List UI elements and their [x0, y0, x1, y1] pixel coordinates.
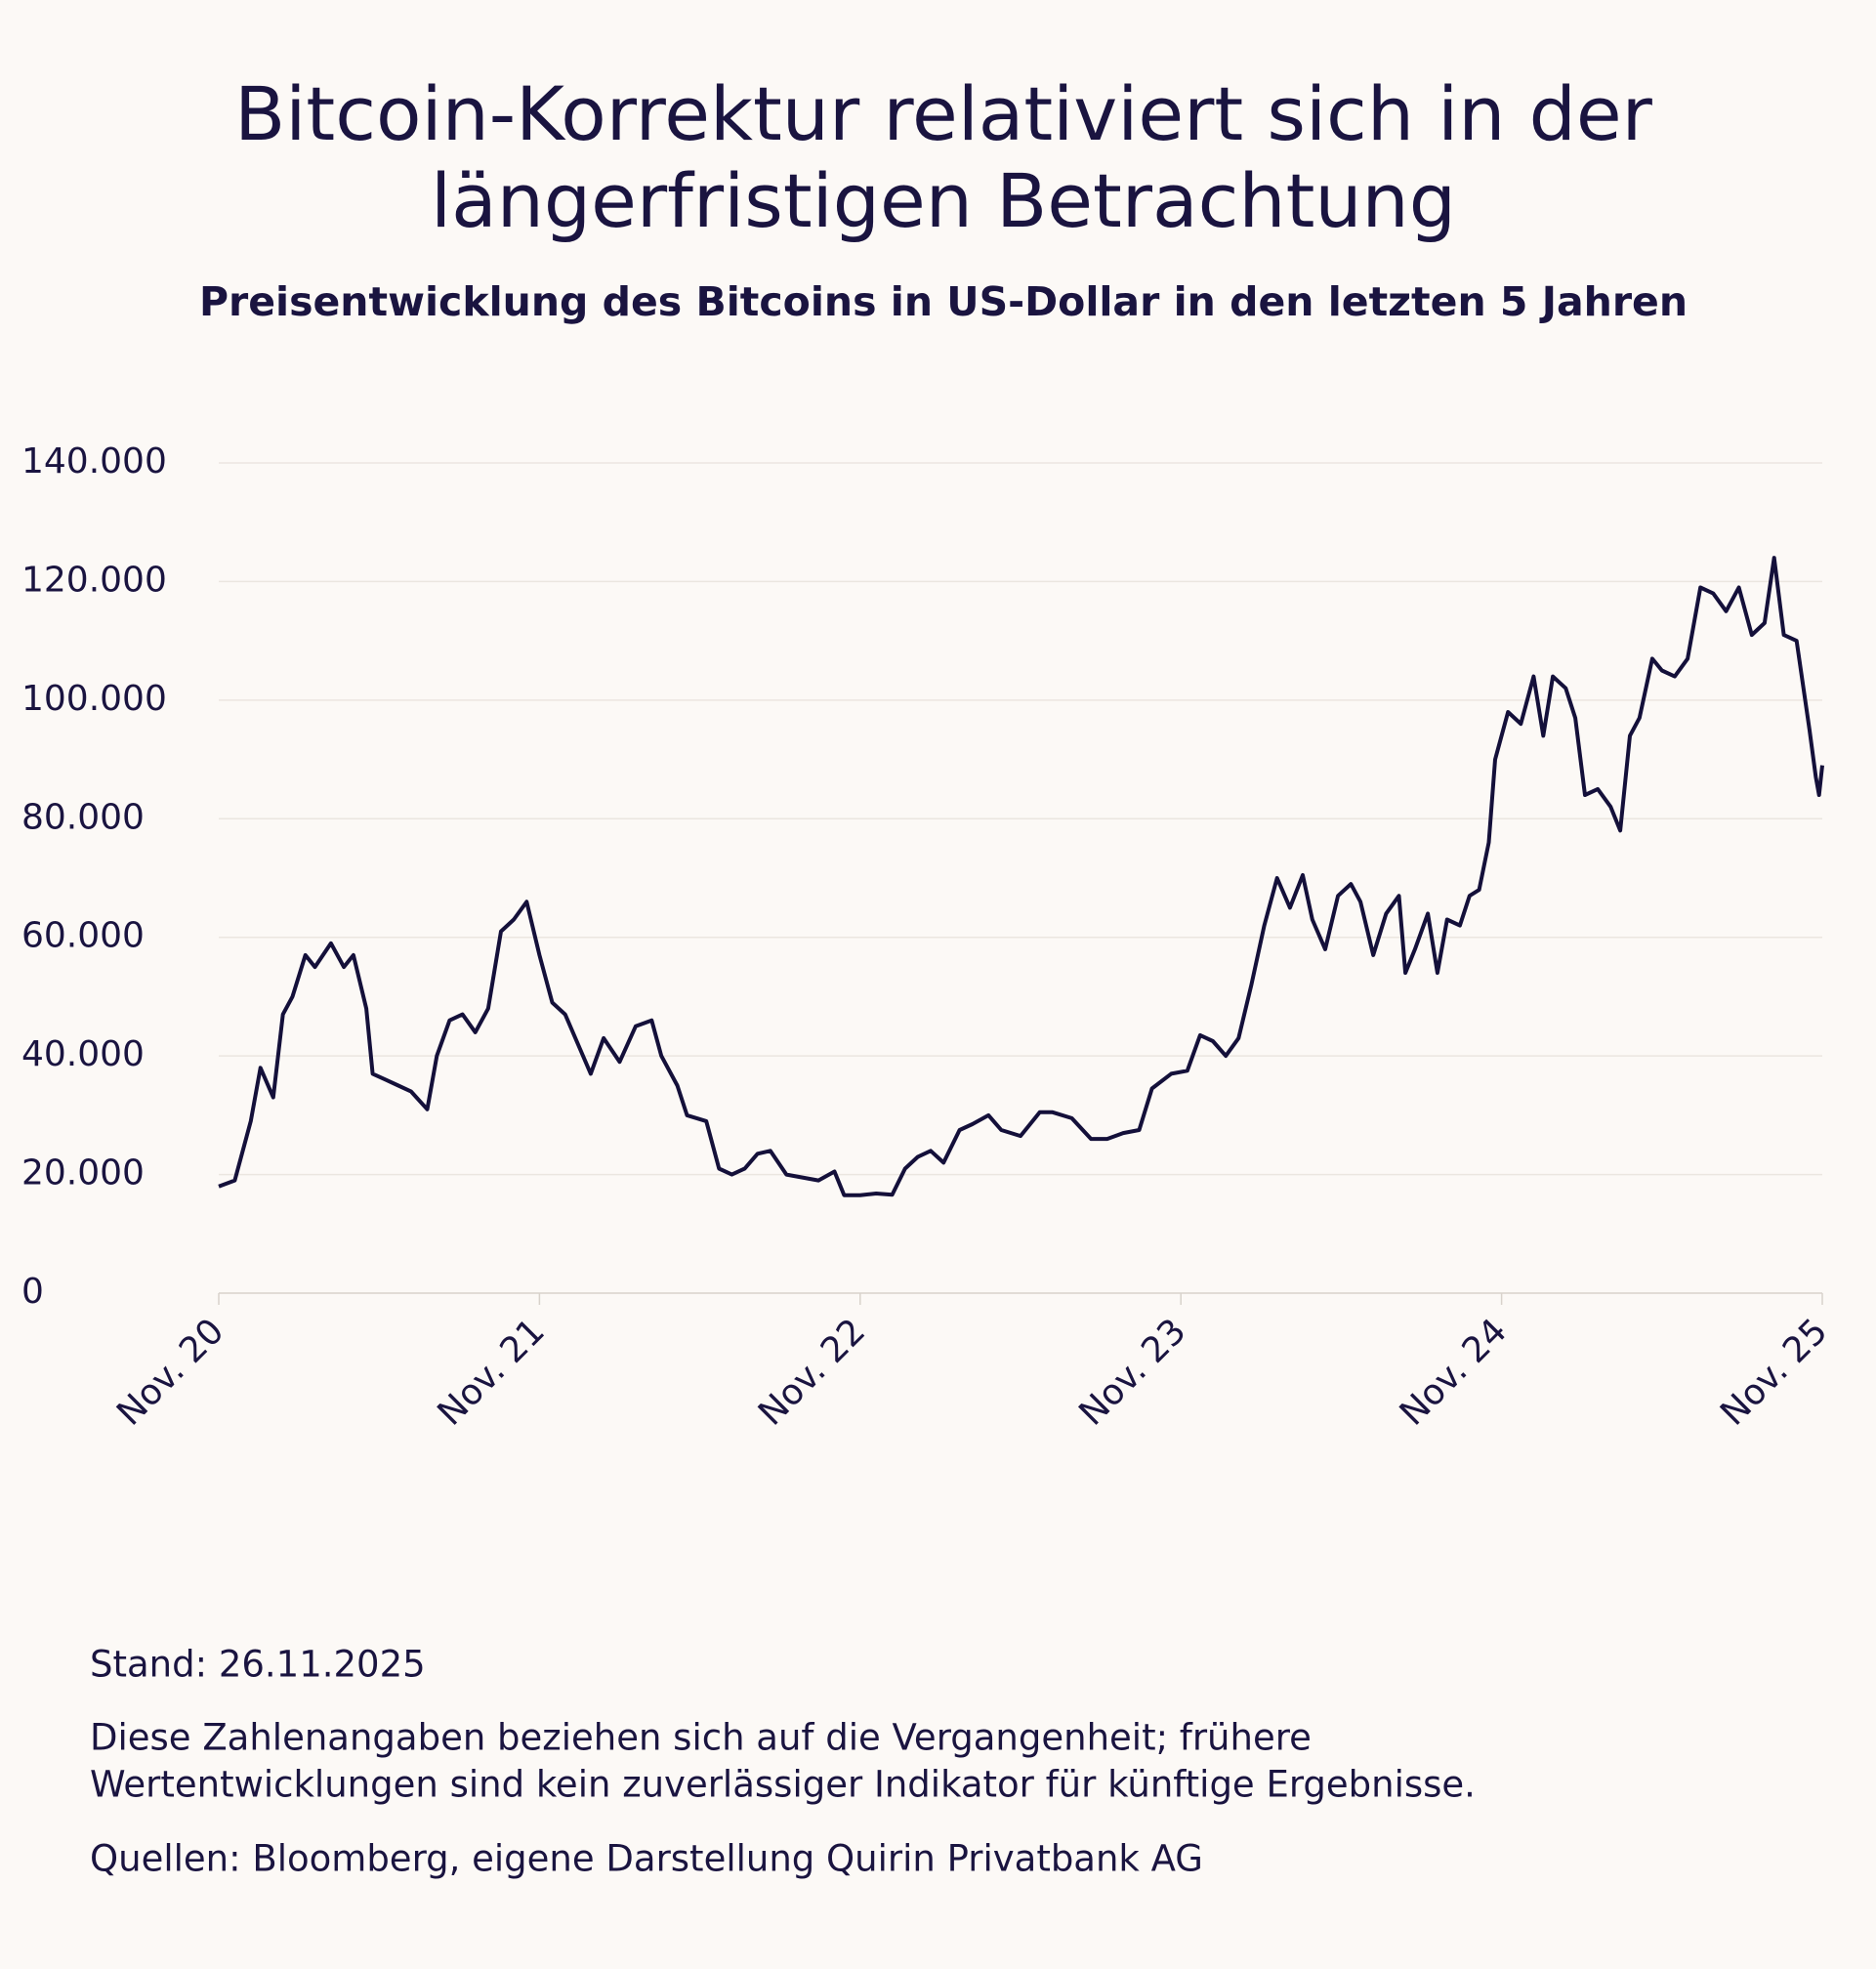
- note: Quellen: Bloomberg, eigene Darstellung Q…: [90, 1838, 1203, 1880]
- chart-title: Bitcoin-Korrektur relativiert sich in de…: [234, 70, 1652, 157]
- chart-subtitle: Preisentwicklung des Bitcoins in US-Doll…: [199, 278, 1688, 325]
- y-tick-label: 120.000: [21, 560, 167, 600]
- y-tick-label: 20.000: [21, 1153, 145, 1194]
- y-tick-label: 60.000: [21, 916, 145, 956]
- x-tick-label: Nov. 22: [751, 1311, 873, 1433]
- x-tick-label: Nov. 20: [109, 1311, 231, 1433]
- y-tick-label: 40.000: [21, 1034, 145, 1074]
- note: Wertentwicklungen sind kein zuverlässige…: [90, 1764, 1476, 1806]
- y-tick-label: 100.000: [21, 679, 167, 719]
- note: Stand: 26.11.2025: [90, 1644, 426, 1686]
- y-tick-label: 80.000: [21, 797, 145, 837]
- chart-title: längerfristigen Betrachtung: [431, 157, 1456, 244]
- x-tick-label: Nov. 23: [1071, 1311, 1193, 1433]
- x-tick-label: Nov. 24: [1393, 1311, 1515, 1433]
- note: Diese Zahlenangaben beziehen sich auf di…: [90, 1717, 1312, 1759]
- price-line: [218, 556, 1824, 1197]
- x-tick-label: Nov. 21: [431, 1311, 553, 1433]
- x-tick-label: Nov. 25: [1713, 1311, 1835, 1433]
- y-tick-label: 140.000: [21, 441, 167, 482]
- y-tick-label: 0: [21, 1272, 44, 1312]
